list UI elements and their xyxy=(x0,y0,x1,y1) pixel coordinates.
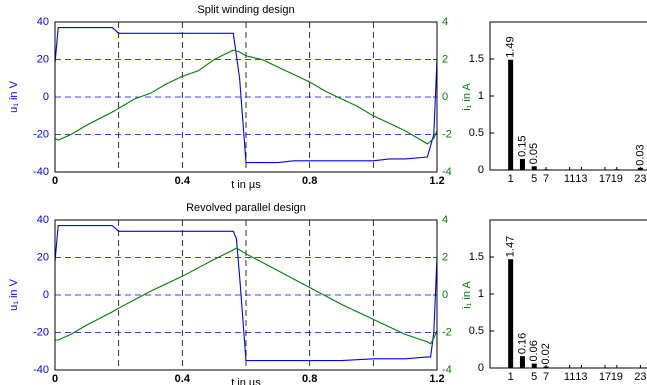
y-tick-label: 20 xyxy=(37,251,49,263)
value-label: 0.05 xyxy=(528,143,540,164)
y2-tick-label: -2 xyxy=(442,128,452,140)
x-tick-label: 1.2 xyxy=(429,373,444,385)
y-tick-label: 1 xyxy=(478,288,484,300)
bar xyxy=(637,167,643,170)
y2-tick-label: -4 xyxy=(442,166,452,178)
x-tick-label: 11 xyxy=(564,173,575,185)
plot-frame xyxy=(54,21,438,173)
y2-tick-label: 2 xyxy=(442,53,448,65)
y-tick-label: 0.5 xyxy=(469,325,484,337)
x-tick-label: 0.8 xyxy=(302,373,317,385)
x-tick-label: 23 xyxy=(634,173,646,185)
y2-tick-label: -4 xyxy=(442,364,452,376)
x-tick-label: 0 xyxy=(52,175,58,187)
x-tick-label: 5 xyxy=(531,371,537,383)
bar xyxy=(519,158,525,170)
bar xyxy=(508,59,514,170)
y-tick-label: 40 xyxy=(37,214,49,226)
y-tick-label: 1.5 xyxy=(469,53,484,65)
y2-axis-label: i₁ in A xyxy=(461,83,473,111)
bar xyxy=(531,363,537,368)
x-tick-label: 0.8 xyxy=(302,175,317,187)
data-line xyxy=(54,225,438,362)
x-tick-label: 0.4 xyxy=(175,175,191,187)
x-tick-label: 7 xyxy=(543,173,549,185)
x-tick-label: 23 xyxy=(634,371,646,383)
value-label: 0.03 xyxy=(634,144,646,165)
y2-tick-label: -2 xyxy=(442,326,452,338)
y-tick-label: 0 xyxy=(478,362,484,374)
value-label: 0.02 xyxy=(540,343,552,364)
chart-title: Split winding design xyxy=(197,4,294,16)
y-tick-label: -20 xyxy=(33,128,49,140)
x-tick-label: 0.4 xyxy=(175,373,191,385)
x-tick-label: 19 xyxy=(611,371,623,383)
data-line xyxy=(54,49,438,145)
value-label: 1.47 xyxy=(505,236,517,257)
bar xyxy=(531,166,537,170)
x-axis-label: t in µs xyxy=(231,179,261,191)
x-tick-label: 0 xyxy=(52,373,58,385)
y2-tick-label: 4 xyxy=(442,214,448,226)
y2-axis-label: i₁ in A xyxy=(461,281,473,309)
x-axis-label: t in µs xyxy=(231,377,261,385)
bar xyxy=(508,259,514,368)
y-tick-label: 0 xyxy=(43,289,49,301)
plot-frame xyxy=(489,21,647,171)
x-tick-label: 1.2 xyxy=(429,175,444,187)
y-tick-label: 0.5 xyxy=(469,127,484,139)
y2-tick-label: 0 xyxy=(442,91,448,103)
x-tick-label: 17 xyxy=(599,371,611,383)
data-line xyxy=(54,27,438,164)
y-axis-label: u₁ in V xyxy=(8,278,20,311)
value-label: 1.49 xyxy=(505,36,517,57)
x-tick-label: 5 xyxy=(531,173,537,185)
x-tick-label: 13 xyxy=(575,371,587,383)
x-tick-label: 1 xyxy=(508,371,514,383)
y2-tick-label: 4 xyxy=(442,16,448,28)
x-tick-label: 17 xyxy=(599,173,611,185)
x-tick-label: 13 xyxy=(575,173,587,185)
y-tick-label: -40 xyxy=(33,166,49,178)
x-tick-label: 19 xyxy=(611,173,623,185)
x-tick-label: 7 xyxy=(543,371,549,383)
x-tick-label: 11 xyxy=(564,371,575,383)
plot-frame xyxy=(54,219,438,371)
y-tick-label: -20 xyxy=(33,326,49,338)
y-tick-label: -40 xyxy=(33,364,49,376)
value-label: 0.06 xyxy=(528,340,540,361)
chart-title: Revolved parallel design xyxy=(186,202,306,214)
y-tick-label: 0 xyxy=(43,91,49,103)
y-tick-label: 0 xyxy=(478,164,484,176)
value-label: 0.15 xyxy=(516,135,528,156)
y-tick-label: 1.5 xyxy=(469,251,484,263)
x-tick-label: 1 xyxy=(508,173,514,185)
y-axis-label: u₁ in V xyxy=(8,80,20,113)
bar xyxy=(543,366,549,368)
y-tick-label: 20 xyxy=(37,53,49,65)
y2-tick-label: 2 xyxy=(442,251,448,263)
y2-tick-label: 0 xyxy=(442,289,448,301)
plot-frame xyxy=(489,219,647,369)
data-line xyxy=(55,247,438,345)
y-tick-label: 40 xyxy=(37,16,49,28)
bar xyxy=(519,356,525,368)
y-tick-label: 1 xyxy=(478,90,484,102)
value-label: 0.16 xyxy=(516,333,528,354)
